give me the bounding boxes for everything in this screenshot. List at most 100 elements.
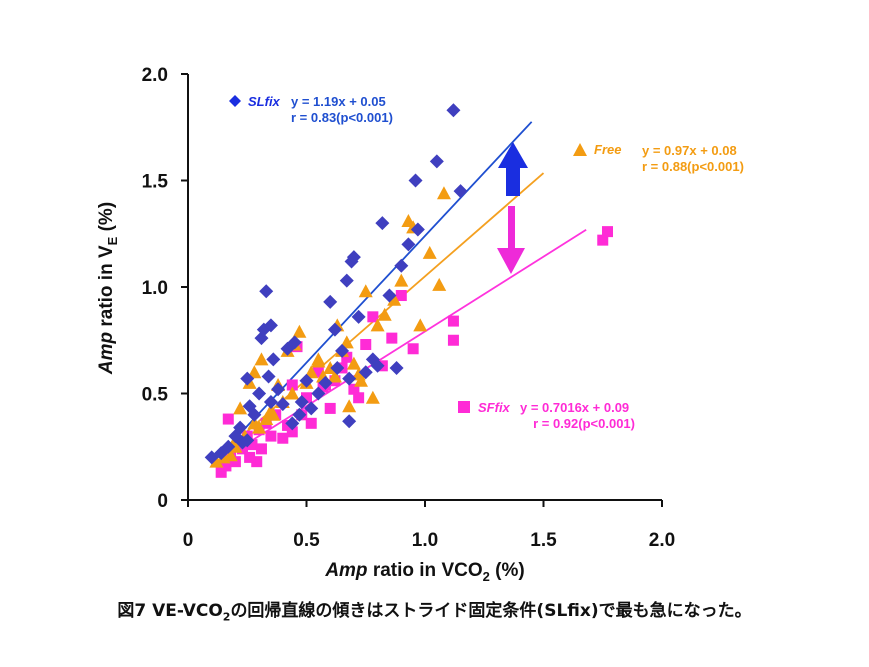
point-slfix — [342, 371, 357, 386]
point-free — [311, 352, 326, 366]
x-tick-label: 0 — [183, 530, 194, 551]
point-free — [358, 284, 373, 298]
point-slfix — [294, 395, 309, 410]
point-sffix — [265, 430, 277, 442]
point-free — [377, 307, 392, 321]
point-sffix — [246, 439, 258, 451]
increase-arrow — [498, 142, 528, 196]
point-slfix — [358, 365, 373, 380]
tick-labels: 0 0.5 1.0 1.5 2.0 0 0.5 1.0 1.5 2.0 — [142, 65, 676, 551]
point-free — [346, 356, 361, 370]
point-slfix — [287, 335, 302, 350]
point-slfix — [410, 222, 425, 237]
point-sffix — [360, 339, 372, 351]
legend-r-free: r = 0.88(p<0.001) — [642, 159, 744, 174]
point-sffix — [215, 466, 227, 478]
legend-name-slfix: SLfix — [248, 94, 281, 109]
point-slfix — [271, 382, 286, 397]
y-tick-label: 2.0 — [142, 65, 168, 86]
point-slfix — [275, 397, 290, 412]
point-free — [432, 277, 447, 291]
point-slfix — [292, 407, 307, 422]
point-free — [394, 273, 409, 287]
point-free — [209, 454, 224, 468]
point-slfix — [401, 237, 416, 252]
legend-r-sffix: r = 0.92(p<0.001) — [533, 416, 635, 431]
x-tick-label: 1.0 — [412, 530, 438, 551]
legend-marker-sffix — [458, 401, 470, 413]
point-sffix — [286, 379, 298, 391]
point-slfix — [382, 288, 397, 303]
point-free — [365, 390, 380, 404]
point-free — [233, 401, 248, 415]
point-free — [422, 245, 437, 259]
point-slfix — [263, 395, 278, 410]
point-free — [247, 365, 262, 379]
point-slfix — [299, 373, 314, 388]
point-slfix — [351, 309, 366, 324]
legend-equation-sffix: y = 0.7016x + 0.09 — [520, 400, 629, 415]
point-free — [259, 412, 274, 426]
point-sffix — [244, 451, 256, 463]
point-sffix — [348, 383, 360, 395]
point-free — [370, 318, 385, 332]
y-tick-label: 0.5 — [142, 385, 169, 406]
point-slfix — [335, 343, 350, 358]
point-free — [413, 318, 428, 332]
point-sffix — [222, 413, 234, 425]
point-free — [247, 416, 262, 430]
point-free — [266, 407, 281, 421]
point-slfix — [389, 360, 404, 375]
point-slfix — [259, 284, 274, 299]
point-sffix — [229, 456, 241, 468]
axes — [181, 73, 663, 507]
point-free — [387, 292, 402, 306]
point-sffix — [255, 443, 267, 455]
point-slfix — [323, 294, 338, 309]
y-axis-label: Amp ratio in VE (%) — [96, 202, 120, 375]
point-slfix — [446, 103, 461, 118]
point-slfix — [429, 154, 444, 169]
legend-r-slfix: r = 0.83(p<0.001) — [291, 110, 393, 125]
figure-caption: 図7 VE-VCO2の回帰直線の傾きはストライド固定条件(SLfix)で最も急に… — [117, 601, 752, 624]
y-tick-label: 1.5 — [142, 172, 169, 193]
point-free — [285, 386, 300, 400]
point-slfix — [346, 250, 361, 265]
point-free — [436, 186, 451, 200]
point-slfix — [247, 407, 262, 422]
point-sffix — [353, 392, 365, 404]
legend-annotations: SLfix y = 1.19x + 0.05r = 0.83(p<0.001) Fr… — [229, 94, 744, 431]
point-slfix — [263, 318, 278, 333]
point-slfix — [221, 439, 236, 454]
y-tick-label: 0 — [157, 491, 168, 512]
point-slfix — [394, 258, 409, 273]
point-free — [223, 448, 238, 462]
point-slfix — [240, 433, 255, 448]
point-slfix — [453, 184, 468, 199]
legend-marker-slfix — [229, 95, 241, 107]
point-sffix — [407, 343, 419, 355]
point-slfix — [327, 322, 342, 337]
point-slfix — [233, 420, 248, 435]
point-sffix — [386, 332, 398, 344]
point-slfix — [261, 369, 276, 384]
y-tick-label: 1.0 — [142, 278, 168, 299]
point-slfix — [311, 386, 326, 401]
point-sffix — [601, 226, 613, 238]
point-slfix — [240, 371, 255, 386]
point-slfix — [285, 416, 300, 431]
point-slfix — [375, 216, 390, 231]
point-sffix — [597, 234, 609, 246]
point-sffix — [341, 351, 353, 363]
x-tick-label: 2.0 — [649, 530, 675, 551]
point-slfix — [318, 375, 333, 390]
point-sffix — [395, 290, 407, 302]
point-sffix — [301, 392, 312, 404]
point-sffix — [447, 334, 459, 346]
point-free — [292, 324, 307, 338]
point-slfix — [252, 386, 267, 401]
point-sffix — [305, 417, 317, 429]
point-free — [339, 335, 354, 349]
point-sffix — [312, 366, 324, 378]
point-free — [354, 373, 369, 387]
